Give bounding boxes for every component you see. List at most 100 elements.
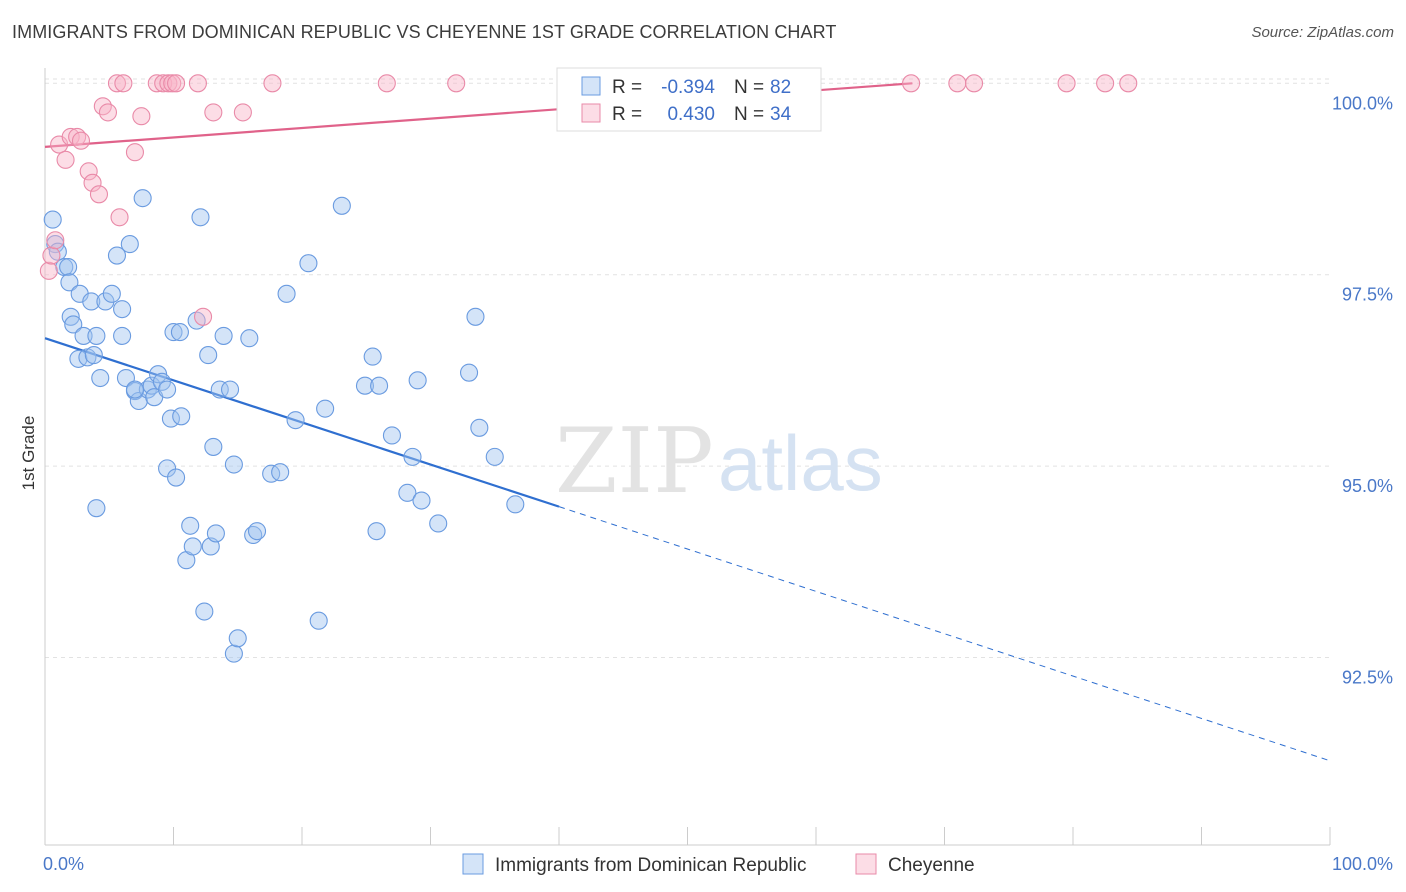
watermark-zip: ZIP	[555, 409, 714, 514]
dominican-point-50	[224, 644, 243, 663]
cheyenne-point-10	[89, 185, 109, 204]
axes	[44, 68, 1331, 846]
stats-r-value-0: -0.394	[661, 77, 715, 98]
stats-swatch-0	[581, 76, 601, 96]
cheyenne-point-8	[79, 162, 98, 181]
dominican-point-56	[271, 463, 290, 482]
cheyenne-point-30	[902, 74, 921, 93]
dominican-point-62	[332, 196, 351, 215]
cheyenne-point-29	[447, 74, 466, 93]
x-tick-label-1: 100.0%	[1332, 854, 1393, 874]
cheyenne-point-16	[125, 143, 144, 162]
dominican-point-67	[382, 426, 402, 445]
dominican-point-4	[59, 257, 78, 277]
dominican-point-8	[69, 349, 88, 368]
x-tick-label-0: 0.0%	[43, 854, 84, 874]
cheyenne-point-35	[1119, 74, 1138, 93]
cheyenne-point-20	[159, 74, 178, 93]
cheyenne-point-28	[377, 74, 396, 93]
stats-n-label-1: N =	[734, 104, 764, 125]
stats-legend-box	[556, 67, 822, 132]
y-tick-label-3: 92.5%	[1342, 667, 1393, 687]
dominican-point-34	[167, 468, 186, 487]
dominican-point-13	[84, 346, 103, 365]
cheyenne-point-0	[39, 261, 58, 280]
cheyenne-point-32	[965, 74, 984, 93]
dominican-point-51	[228, 629, 247, 648]
dominican-point-17	[102, 284, 121, 303]
y-tick-labels: 100.0% 97.5% 95.0% 92.5%	[1332, 93, 1393, 687]
dominican-point-0	[43, 210, 62, 229]
cheyenne-point-31	[948, 74, 967, 93]
bottom-legend: Immigrants from Dominican Republic Cheyen…	[462, 853, 975, 876]
dominican-point-63	[355, 376, 375, 395]
legend-label-1: Cheyenne	[888, 855, 975, 876]
cheyenne-point-12	[98, 103, 118, 122]
dominican-point-74	[466, 307, 485, 326]
cheyenne-point-17	[132, 107, 151, 126]
dominican-point-55	[262, 464, 281, 483]
dominican-point-73	[459, 363, 479, 382]
dominican-point-81	[158, 380, 177, 399]
cheyenne-point-15	[114, 74, 133, 93]
chart-title: IMMIGRANTS FROM DOMINICAN REPUBLIC VS CH…	[12, 22, 837, 42]
dominican-point-69	[403, 447, 422, 466]
watermark: ZIP atlas	[555, 409, 883, 514]
dominican-point-48	[220, 380, 240, 399]
y-tick-label-0: 100.0%	[1332, 93, 1393, 113]
cheyenne-point-21	[163, 74, 182, 93]
dominican-point-77	[506, 495, 525, 514]
cheyenne-point-13	[110, 208, 129, 227]
dominican-point-38	[183, 537, 202, 556]
dominican-point-71	[412, 491, 431, 510]
dominican-point-66	[370, 376, 389, 395]
stats-r-label-0: R =	[612, 77, 642, 98]
cheyenne-point-5	[61, 127, 80, 146]
dominican-point-78	[87, 499, 106, 518]
dominican-point-46	[210, 380, 229, 399]
watermark-atlas: atlas	[718, 419, 883, 507]
trend-line-0	[44, 337, 560, 508]
cheyenne-point-22	[167, 74, 186, 93]
source-credit: Source: ZipAtlas.com	[1251, 24, 1394, 41]
dominican-point-54	[247, 522, 267, 541]
dominican-point-16	[96, 292, 115, 311]
dominican-point-60	[309, 611, 328, 630]
y-axis-label: 1st Grade	[19, 416, 38, 491]
dominican-point-80	[170, 323, 189, 342]
stats-swatch-1	[581, 103, 601, 123]
dominican-point-33	[164, 323, 183, 342]
dominican-point-47	[214, 326, 233, 345]
stats-r-value-1: 0.430	[667, 104, 715, 125]
stats-n-value-1: 34	[770, 104, 792, 125]
dominican-point-64	[363, 347, 382, 366]
dominican-point-57	[277, 284, 296, 303]
dominican-point-45	[206, 524, 225, 543]
dominican-point-79	[125, 380, 144, 399]
cheyenne-point-7	[71, 131, 91, 150]
dominican-point-61	[316, 399, 335, 418]
dominican-point-59	[299, 254, 318, 273]
dominican-point-72	[429, 514, 448, 533]
dominican-point-52	[240, 329, 259, 348]
dominican-point-14	[87, 326, 106, 345]
legend-label-0: Immigrants from Dominican Republic	[495, 855, 807, 876]
cheyenne-point-34	[1096, 74, 1115, 93]
dominican-point-5	[60, 273, 79, 292]
cheyenne-point-33	[1057, 74, 1076, 93]
trend-line-extension-0	[558, 506, 1331, 762]
stats-n-value-0: 82	[770, 77, 791, 98]
stats-n-label-0: N =	[734, 77, 764, 98]
cheyenne-point-14	[107, 74, 127, 93]
dominican-point-7	[64, 315, 83, 334]
dominican-point-41	[195, 602, 214, 621]
cheyenne-point-23	[188, 74, 207, 93]
cheyenne-point-1	[42, 246, 61, 265]
data-points	[39, 74, 1138, 663]
y-tick-label-1: 97.5%	[1342, 285, 1393, 305]
cheyenne-point-27	[263, 74, 282, 93]
dominican-point-12	[82, 292, 101, 311]
cheyenne-point-9	[83, 173, 102, 192]
dominican-point-42	[199, 346, 218, 365]
y-tick-label-2: 95.0%	[1342, 476, 1393, 496]
